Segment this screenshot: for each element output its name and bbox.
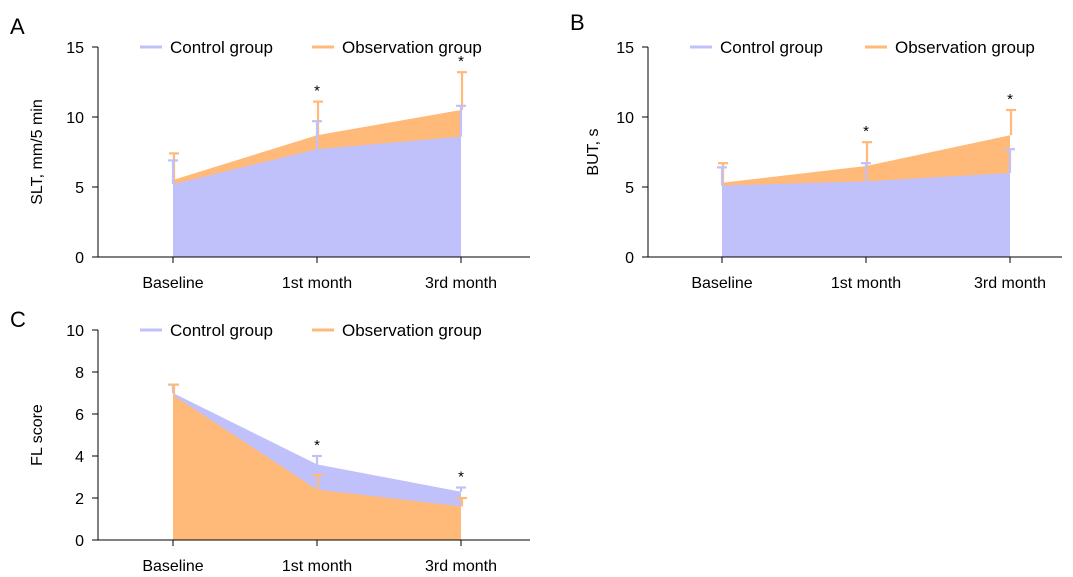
significance-marker: *	[314, 437, 320, 454]
legend-label: Observation group	[895, 38, 1035, 57]
y-tick-label: 5	[75, 180, 84, 197]
y-tick-label: 6	[75, 407, 84, 424]
chart-panel-b: B 0 5 10 15 Baseline 1st month 3rd month BUT, s *…	[570, 10, 1062, 292]
significance-marker: *	[1007, 91, 1013, 108]
y-tick-label: 0	[625, 250, 634, 267]
y-tick-label: 0	[75, 533, 84, 550]
panel-letter: C	[10, 307, 26, 332]
legend-label: Control group	[170, 38, 273, 57]
y-tick-label: 15	[66, 40, 84, 57]
legend-label: Control group	[720, 38, 823, 57]
x-tick-label: Baseline	[142, 275, 203, 292]
y-tick-label: 10	[616, 110, 634, 127]
x-tick-label: 3rd month	[974, 275, 1046, 292]
area-control	[722, 173, 1010, 257]
y-tick-label: 8	[75, 365, 84, 382]
area-observation	[173, 395, 461, 540]
significance-marker: *	[458, 469, 464, 486]
y-tick-label: 0	[75, 250, 84, 267]
area-control	[173, 136, 461, 257]
x-tick-label: 3rd month	[425, 558, 497, 575]
y-tick-label: 4	[75, 449, 84, 466]
x-tick-label: Baseline	[691, 275, 752, 292]
y-axis-title: SLT, mm/5 min	[29, 99, 46, 205]
y-tick-label: 5	[625, 180, 634, 197]
chart-panel-c: C 0 2 4 6 8 10 Baseline 1st month 3rd month FL sco…	[10, 307, 530, 575]
y-tick-label: 15	[616, 40, 634, 57]
significance-marker: *	[863, 123, 869, 140]
legend: Control group Observation group	[140, 38, 482, 57]
legend-label: Observation group	[342, 321, 482, 340]
panel-letter: A	[10, 14, 25, 39]
legend-label: Observation group	[342, 38, 482, 57]
y-axis-title: FL score	[29, 404, 46, 466]
chart-panel-a: A 0 5 10 15 Baseline 1st month 3rd month SLT, mm…	[10, 14, 530, 292]
y-tick-label: 10	[66, 323, 84, 340]
y-axis-title: BUT, s	[585, 128, 602, 175]
panel-letter: B	[570, 10, 585, 35]
significance-marker: *	[314, 83, 320, 100]
x-tick-label: 1st month	[282, 275, 352, 292]
y-tick-label: 10	[66, 110, 84, 127]
x-tick-label: Baseline	[142, 558, 203, 575]
legend: Control group Observation group	[140, 321, 482, 340]
x-tick-label: 1st month	[831, 275, 901, 292]
legend: Control group Observation group	[690, 38, 1035, 57]
x-tick-label: 1st month	[282, 558, 352, 575]
legend-label: Control group	[170, 321, 273, 340]
y-tick-label: 2	[75, 491, 84, 508]
x-tick-label: 3rd month	[425, 275, 497, 292]
significance-marker: *	[458, 53, 464, 70]
